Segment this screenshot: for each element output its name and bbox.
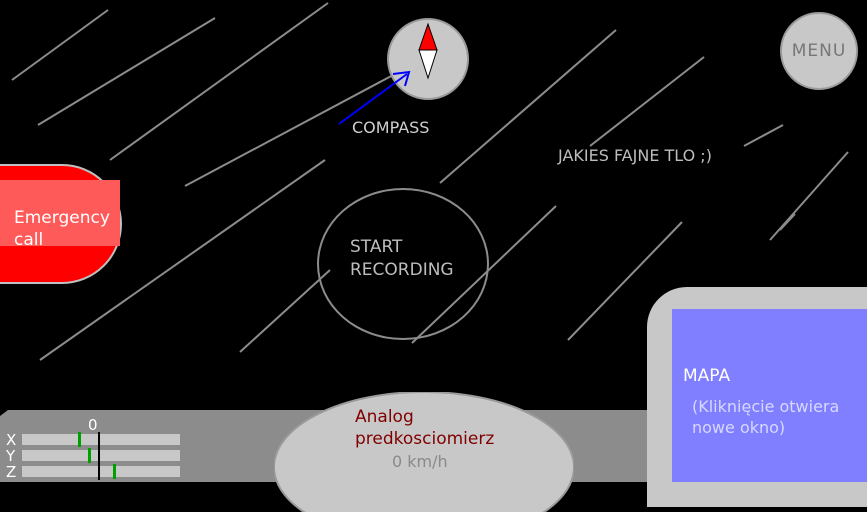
start-recording-button[interactable] (317, 188, 489, 340)
emergency-line1: Emergency (14, 208, 110, 228)
emergency-call-inner (0, 180, 120, 246)
speedometer-line1: Analog (355, 407, 414, 427)
speedometer-title: Analog predkosciomierz (355, 406, 494, 450)
axis-label-y: Y (6, 447, 16, 465)
axis-label-x: X (6, 431, 17, 449)
axis-value-marker-x (78, 432, 81, 447)
record-line1: START (350, 237, 403, 257)
record-line2: RECORDING (350, 260, 454, 280)
map-panel[interactable] (672, 309, 867, 482)
axis-zero-marker (98, 432, 100, 448)
axis-value-marker-z (113, 464, 117, 479)
map-subtitle: (Kliknięcie otwiera nowe okno) (692, 396, 867, 438)
menu-button[interactable]: MENU (780, 12, 858, 90)
compass-label: COMPASS (352, 118, 430, 137)
axis-bar-z (22, 466, 180, 477)
axis-label-z: Z (6, 463, 17, 481)
map-title: MAPA (683, 366, 731, 386)
speed-value: 0 km/h (392, 452, 448, 471)
compass-pointer-arrow-icon (338, 70, 411, 125)
axis-bar-y (22, 450, 180, 461)
axis-bar-x (22, 434, 180, 445)
compass-needle-icon (418, 22, 438, 80)
emergency-line2: call (14, 230, 44, 250)
emergency-call-label: Emergency call (14, 207, 124, 251)
map-sub-line1: (Kliknięcie otwiera (692, 397, 840, 416)
map-sub-line2: nowe okno) (692, 418, 786, 437)
background-hint-label: JAKIES FAJNE TLO ;) (558, 146, 712, 165)
axis-value-marker-y (87, 448, 91, 463)
menu-label: MENU (791, 41, 847, 61)
axis-zero-marker (98, 464, 100, 480)
axis-zero-marker (98, 448, 100, 464)
start-recording-label: START RECORDING (350, 236, 454, 282)
speedometer-line2: predkosciomierz (355, 429, 495, 449)
compass-button[interactable] (387, 18, 469, 100)
accelerometer-zero-label: 0 (88, 416, 98, 434)
